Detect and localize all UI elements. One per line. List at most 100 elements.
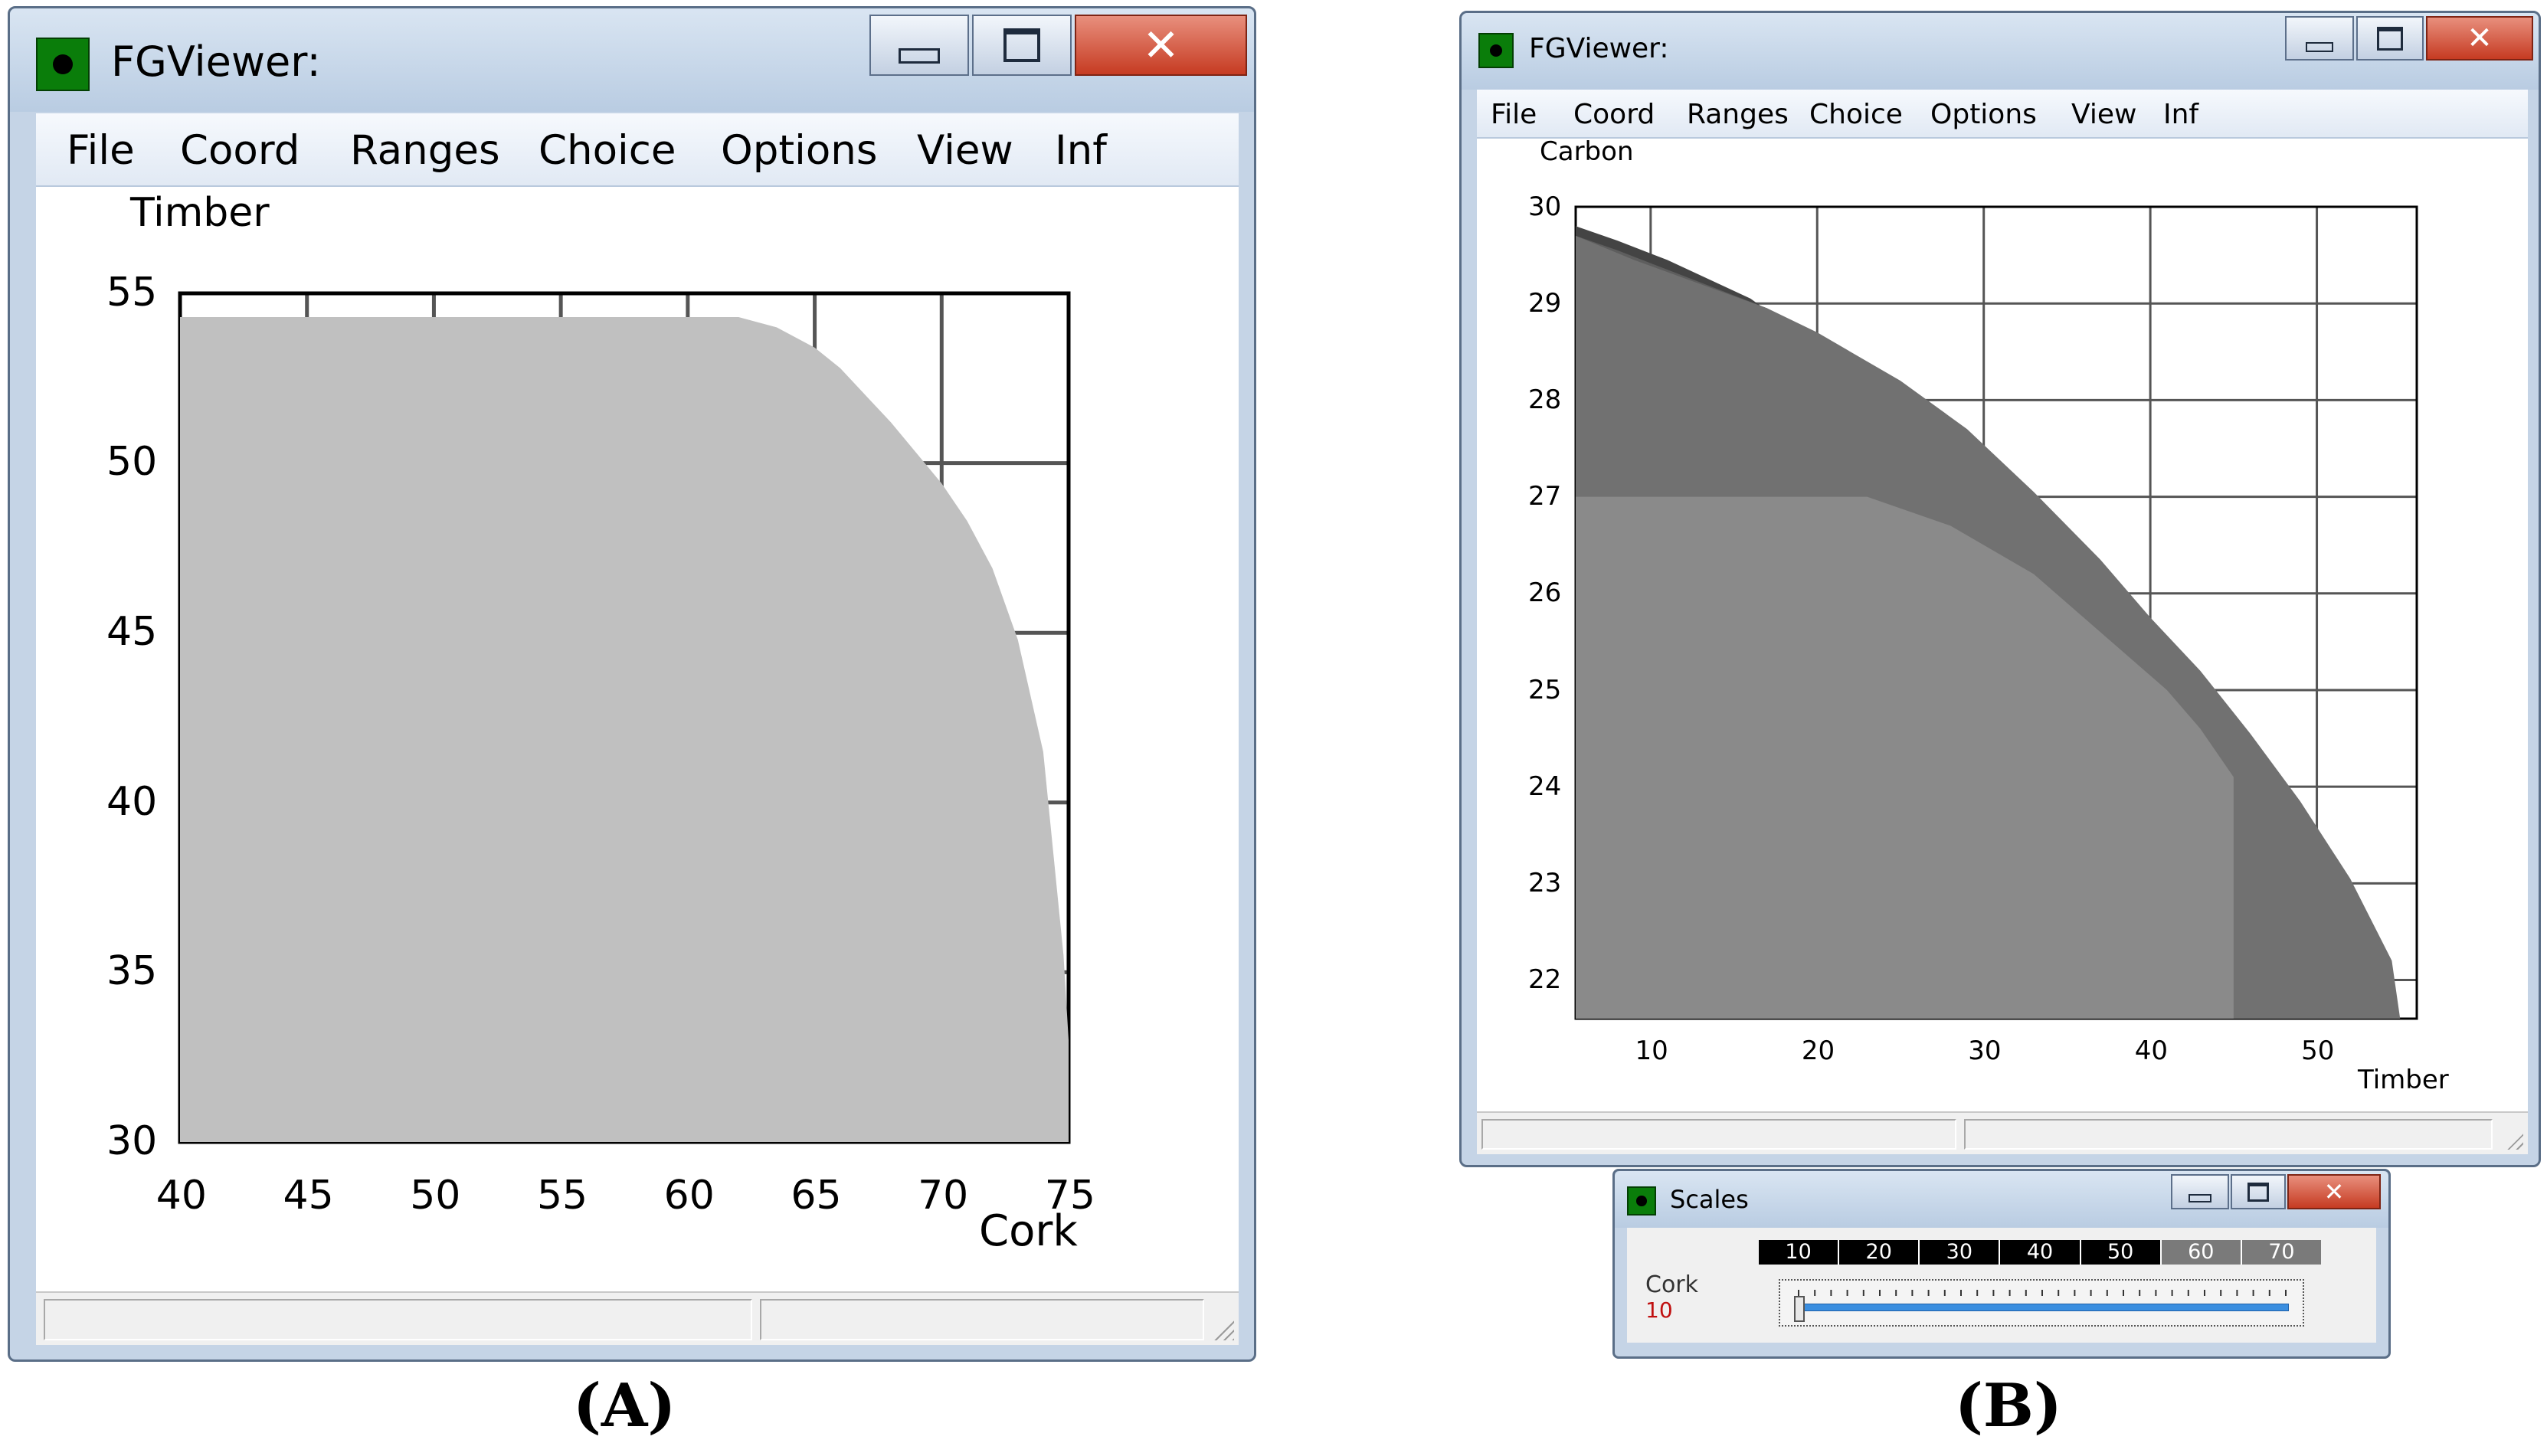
menu-view[interactable]: View [917,127,1013,174]
y-tick-label: 35 [106,948,158,995]
menu-coord[interactable]: Coord [180,127,300,174]
maximize-button[interactable] [972,15,1072,76]
menu-options[interactable]: Options [1930,99,2037,130]
scale-cell[interactable]: 60 [2161,1240,2242,1265]
menu-coord[interactable]: Coord [1573,99,1655,130]
title-bar[interactable]: FGViewer: ✕ [1462,13,2539,90]
y-tick-label: 27 [1528,481,1562,512]
status-pane-1 [44,1299,752,1340]
menu-ranges[interactable]: Ranges [350,127,500,174]
title-bar[interactable]: FGViewer: ✕ [10,8,1254,112]
close-icon: ✕ [1142,19,1180,71]
y-tick-label: 30 [106,1117,158,1164]
y-tick-label: 55 [106,269,158,316]
menu-bar: File Coord Ranges Choice Options View In… [36,113,1239,187]
maximize-button[interactable] [2231,1174,2286,1209]
y-tick-label: 23 [1528,867,1562,898]
maximize-icon [2377,26,2403,51]
x-tick-label: 20 [1801,1036,1835,1066]
minimize-icon [2306,41,2333,52]
close-icon: ✕ [2323,1177,2345,1206]
status-bar [1477,1111,2528,1154]
minimize-button[interactable] [869,15,969,76]
menu-ranges[interactable]: Ranges [1687,99,1789,130]
close-button[interactable]: ✕ [2426,16,2533,61]
x-tick-label: 30 [1968,1036,2002,1066]
status-bar [36,1291,1239,1345]
app-icon [36,38,90,91]
scale-cell[interactable]: 30 [1920,1240,2001,1265]
slider-track[interactable] [1799,1304,2289,1311]
menu-choice[interactable]: Choice [539,127,676,174]
maximize-icon [2247,1182,2269,1202]
x-tick-label: 50 [2301,1036,2335,1066]
menu-inf[interactable]: Inf [2163,99,2199,130]
minimize-icon [2189,1193,2211,1202]
area-region-1 [180,317,1069,1143]
y-tick-label: 45 [106,609,158,655]
window-title: FGViewer: [111,38,321,86]
slider-axis-name: Cork [1645,1271,1699,1298]
scale-cell[interactable]: 20 [1839,1240,1920,1265]
x-tick-label: 60 [663,1173,715,1219]
scale-cell[interactable]: 50 [2081,1240,2162,1265]
x-tick-label: 75 [1044,1173,1095,1219]
x-tick-label: 70 [918,1173,969,1219]
y-tick-label: 25 [1528,674,1562,705]
minimize-button[interactable] [2285,16,2354,61]
app-icon [1478,33,1514,68]
x-tick-label: 50 [410,1173,461,1219]
window-title: FGViewer: [1529,33,1669,64]
x-tick-label: 65 [791,1173,842,1219]
y-tick-label: 40 [106,778,158,825]
x-tick-label: 10 [1635,1036,1668,1066]
minimize-icon [899,48,940,64]
scales-title-bar[interactable]: Scales ✕ [1615,1171,2388,1228]
status-pane-2 [760,1299,1204,1340]
slider-ticks [1798,1290,2287,1296]
menu-view[interactable]: View [2071,99,2137,130]
status-pane-1 [1481,1119,1956,1150]
scales-title: Scales [1670,1185,1749,1214]
menu-options[interactable]: Options [721,127,878,174]
maximize-icon [1003,28,1040,62]
y-tick-label: 30 [1528,191,1562,222]
y-tick-label: 28 [1528,384,1562,415]
x-tick-label: 40 [2134,1036,2168,1066]
minimize-button[interactable] [2171,1174,2229,1209]
scale-cell[interactable]: 70 [2241,1240,2321,1265]
menu-choice[interactable]: Choice [1809,99,1903,130]
close-button[interactable]: ✕ [2287,1174,2381,1209]
maximize-button[interactable] [2356,16,2424,61]
y-axis-label: Carbon [1540,136,1634,167]
x-axis-label: Cork [979,1206,1078,1256]
menu-file[interactable]: File [1491,99,1537,130]
x-tick-label: 40 [156,1173,207,1219]
y-tick-label: 29 [1528,287,1562,319]
y-tick-label: 22 [1528,964,1562,996]
slider-axis-value: 10 [1645,1297,1673,1323]
close-button[interactable]: ✕ [1075,15,1247,76]
status-pane-2 [1964,1119,2493,1150]
y-axis-label: Timber [130,190,270,236]
y-tick-label: 50 [106,439,158,486]
x-tick-label: 45 [283,1173,334,1219]
menu-inf[interactable]: Inf [1055,127,1107,174]
menu-bar: File Coord Ranges Choice Options View In… [1477,90,2528,139]
x-axis-label: Timber [2358,1065,2449,1095]
slider-frame [1779,1279,2304,1327]
menu-file[interactable]: File [67,127,135,174]
panel-label-b: (B) [1955,1371,2062,1441]
x-tick-label: 55 [536,1173,588,1219]
slider-thumb[interactable] [1794,1296,1805,1322]
close-icon: ✕ [2467,21,2493,56]
scale-cell[interactable]: 10 [1759,1240,1840,1265]
area-region-4 [1576,496,2234,1019]
scale-cell[interactable]: 40 [2000,1240,2081,1265]
panel-label-a: (A) [573,1371,676,1441]
app-icon [1627,1186,1656,1216]
y-tick-label: 26 [1528,577,1562,609]
scale-strip: 10 20 30 40 50 60 70 [1759,1240,2321,1265]
